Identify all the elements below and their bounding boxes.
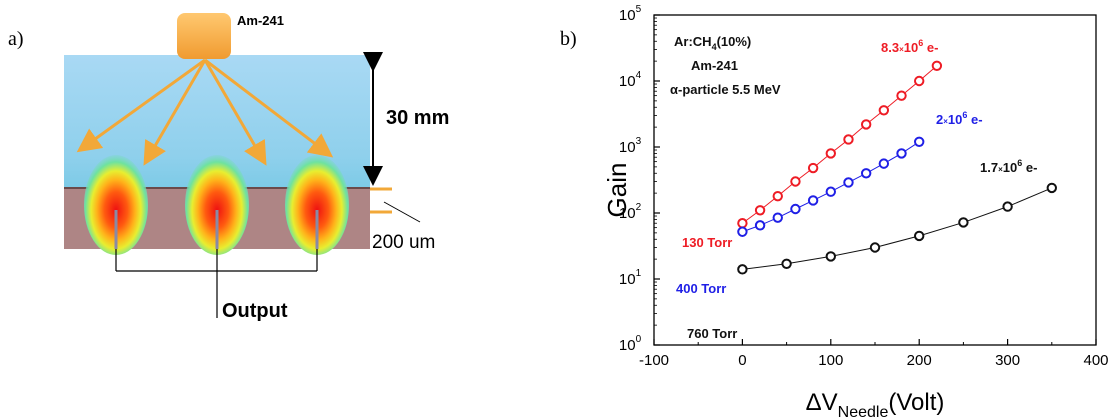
am241-source	[177, 13, 231, 59]
x-tick-label-5: 400	[1083, 352, 1108, 369]
alpha-arrows	[76, 58, 334, 166]
data-point	[914, 75, 925, 87]
y-tick-label-5: 105	[619, 4, 642, 24]
series-layer	[737, 60, 1057, 275]
y-tick-label-2: 102	[619, 202, 642, 222]
x-tick-label-0: -100	[639, 352, 669, 369]
panel-a-diagram: Am-241 30 mm 200 um Output	[64, 13, 449, 322]
data-point	[914, 136, 925, 147]
output-wiring	[115, 249, 318, 318]
gain-chart: -100 0 100 200 300 400 100 101 102 103 104 105 Gain…	[602, 4, 1109, 417]
data-point	[737, 226, 748, 237]
x-axis-label: ΔVNeedle(Volt)	[806, 389, 945, 417]
series-label-400: 400 Torr	[676, 281, 726, 296]
data-point	[896, 148, 907, 159]
y-axis-label: Gain	[602, 163, 632, 218]
data-point	[790, 203, 801, 215]
electrons-760-label: 1.7×106 e-	[980, 158, 1037, 175]
data-point	[737, 264, 748, 275]
axis-ticks: -100 0 100 200 300 400 100 101 102 103 104 105	[619, 4, 1109, 369]
data-point	[825, 148, 836, 159]
x-tick-label-2: 100	[818, 352, 843, 369]
data-point	[914, 230, 925, 242]
series-2	[737, 182, 1057, 275]
data-point	[754, 205, 766, 216]
data-point	[958, 217, 969, 228]
data-point	[781, 258, 792, 269]
series-1	[737, 136, 925, 237]
electrons-400-label: 2×106 e-	[936, 110, 983, 127]
data-point	[807, 195, 819, 206]
field-region-1	[84, 155, 148, 255]
field-region-2	[185, 155, 249, 255]
data-point	[869, 242, 881, 253]
data-point	[843, 134, 854, 145]
data-point	[825, 186, 836, 197]
data-point	[878, 158, 890, 169]
data-point	[807, 162, 819, 174]
particle-annotation: α-particle 5.5 MeV	[670, 82, 781, 97]
gas-annotation: Ar:CH4(10%)	[674, 34, 751, 52]
output-label: Output	[222, 300, 288, 322]
series-label-760: 760 Torr	[687, 326, 737, 341]
series-line-2	[742, 187, 1052, 270]
data-point	[860, 168, 872, 179]
series-0	[737, 60, 943, 229]
x-tick-label-3: 200	[907, 352, 932, 369]
pitch-leader	[383, 201, 421, 223]
electrons-130-label: 8.3×106 e-	[881, 38, 938, 55]
data-point	[790, 176, 801, 187]
height-label: 30 mm	[386, 107, 449, 129]
data-point	[896, 90, 907, 101]
data-point	[772, 212, 783, 223]
y-tick-label-1: 101	[619, 268, 642, 288]
data-point	[754, 220, 766, 231]
data-point	[737, 218, 748, 229]
data-point	[860, 119, 872, 130]
data-point	[772, 190, 783, 202]
source-label: Am-241	[237, 13, 284, 28]
y-tick-label-4: 104	[619, 70, 642, 90]
series-label-130: 130 Torr	[682, 235, 732, 250]
condition-annotation: Ar:CH4(10%) Am-241 α-particle 5.5 MeV	[670, 34, 781, 97]
y-tick-label-3: 103	[619, 136, 642, 156]
panel-a-label: a)	[8, 28, 24, 50]
data-point	[931, 60, 943, 71]
field-region-3	[285, 155, 349, 255]
data-point	[878, 105, 890, 116]
x-tick-label-4: 300	[995, 352, 1020, 369]
data-point	[1002, 201, 1013, 212]
y-tick-label-0: 100	[619, 334, 642, 354]
data-point	[843, 177, 854, 188]
data-point	[1046, 182, 1057, 194]
panel-b-label: b)	[560, 28, 577, 50]
data-point	[825, 251, 836, 262]
source-annotation: Am-241	[691, 58, 738, 73]
x-tick-label-1: 0	[738, 352, 746, 369]
pitch-label: 200 um	[372, 232, 435, 253]
